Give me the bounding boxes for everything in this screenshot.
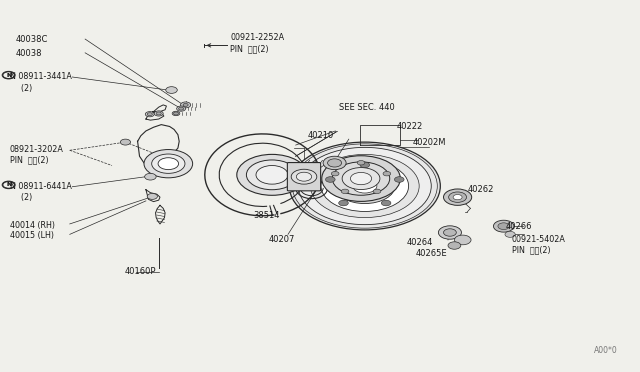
Circle shape [120, 139, 131, 145]
Text: PIN  ピン(2): PIN ピン(2) [10, 155, 48, 164]
Text: 40038: 40038 [16, 49, 42, 58]
Circle shape [246, 160, 298, 190]
Text: N 08911-6441A: N 08911-6441A [10, 182, 72, 190]
Circle shape [321, 161, 408, 211]
Circle shape [454, 235, 471, 245]
Circle shape [328, 159, 342, 167]
Circle shape [310, 154, 419, 218]
Circle shape [339, 200, 348, 206]
Circle shape [332, 162, 390, 195]
Circle shape [237, 154, 307, 195]
Circle shape [448, 242, 461, 249]
Circle shape [289, 142, 440, 230]
Circle shape [323, 156, 346, 170]
Circle shape [498, 223, 509, 230]
FancyBboxPatch shape [287, 163, 321, 191]
Text: 40202M: 40202M [413, 138, 446, 147]
Circle shape [444, 229, 456, 236]
Circle shape [444, 189, 472, 205]
Circle shape [322, 156, 400, 201]
Circle shape [344, 174, 386, 198]
Circle shape [351, 172, 372, 185]
Circle shape [373, 189, 381, 193]
Circle shape [326, 177, 335, 182]
Circle shape [360, 162, 370, 168]
Text: N: N [6, 73, 12, 78]
Text: 40210: 40210 [307, 131, 333, 140]
Text: 40014 (RH): 40014 (RH) [10, 221, 54, 230]
Text: 40038C: 40038C [16, 35, 49, 44]
Text: 40160P: 40160P [125, 267, 156, 276]
Circle shape [438, 226, 461, 239]
Circle shape [144, 150, 193, 178]
Text: 40207: 40207 [269, 235, 295, 244]
Text: N: N [6, 182, 12, 187]
Text: 40265E: 40265E [416, 249, 447, 258]
Circle shape [505, 231, 515, 237]
Text: 40266: 40266 [506, 222, 532, 231]
Circle shape [335, 169, 395, 203]
Text: 08921-3202A: 08921-3202A [10, 145, 63, 154]
Circle shape [298, 147, 431, 225]
Circle shape [173, 112, 179, 115]
Circle shape [342, 167, 380, 190]
Circle shape [158, 158, 179, 170]
Circle shape [353, 179, 377, 193]
Text: 40222: 40222 [397, 122, 423, 131]
Circle shape [152, 154, 185, 173]
Text: 38514: 38514 [253, 211, 279, 220]
Circle shape [179, 107, 184, 110]
Text: 40262: 40262 [467, 185, 493, 194]
Circle shape [493, 220, 514, 232]
Text: SEE SEC. 440: SEE SEC. 440 [339, 103, 395, 112]
Circle shape [453, 195, 462, 200]
Circle shape [381, 200, 391, 206]
Circle shape [172, 111, 180, 116]
Text: PIN  ピン(2): PIN ピン(2) [230, 44, 269, 53]
Circle shape [156, 112, 161, 115]
Circle shape [177, 106, 186, 111]
Text: (2): (2) [16, 193, 32, 202]
Circle shape [183, 103, 188, 106]
Circle shape [292, 144, 437, 228]
Circle shape [341, 189, 349, 193]
Text: 00921-2252A: 00921-2252A [230, 33, 285, 42]
Circle shape [332, 171, 339, 176]
Circle shape [256, 166, 288, 184]
Circle shape [291, 169, 317, 184]
Circle shape [145, 112, 154, 117]
Circle shape [357, 161, 365, 165]
Circle shape [147, 193, 157, 199]
Text: 40264: 40264 [406, 238, 433, 247]
Circle shape [449, 192, 467, 202]
Text: N 08911-3441A: N 08911-3441A [10, 72, 72, 81]
Text: 40015 (LH): 40015 (LH) [10, 231, 54, 240]
Circle shape [154, 111, 163, 116]
Circle shape [145, 173, 156, 180]
Circle shape [383, 171, 391, 176]
Circle shape [180, 102, 191, 108]
Text: A00*0: A00*0 [594, 346, 618, 355]
Text: PIN  ピン(2): PIN ピン(2) [512, 246, 550, 255]
Circle shape [394, 177, 404, 182]
Circle shape [296, 172, 312, 181]
Circle shape [147, 113, 152, 116]
Text: N: N [6, 73, 11, 78]
Circle shape [166, 87, 177, 93]
Text: 00921-5402A: 00921-5402A [512, 235, 566, 244]
Text: N: N [6, 182, 11, 187]
Text: (2): (2) [16, 84, 32, 93]
